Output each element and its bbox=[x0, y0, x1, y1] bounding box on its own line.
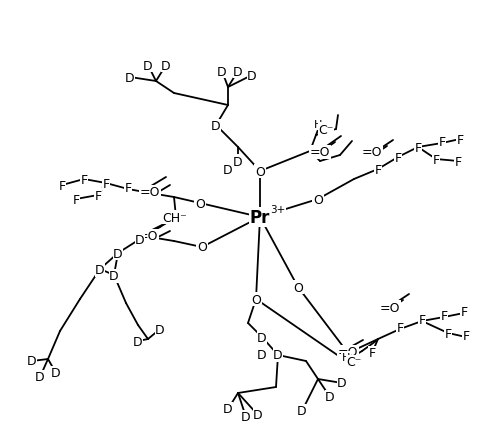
Text: F: F bbox=[456, 133, 464, 146]
Text: D: D bbox=[95, 264, 105, 277]
Text: O: O bbox=[197, 241, 207, 254]
Text: F: F bbox=[396, 322, 404, 335]
Text: D: D bbox=[125, 71, 135, 84]
Text: =O: =O bbox=[338, 346, 358, 359]
Text: O: O bbox=[195, 197, 205, 210]
Text: Pr: Pr bbox=[250, 208, 270, 226]
Text: D: D bbox=[257, 349, 267, 362]
Text: D: D bbox=[223, 403, 233, 416]
Text: D: D bbox=[233, 65, 243, 78]
Text: F: F bbox=[440, 310, 448, 323]
Text: =O: =O bbox=[138, 230, 158, 243]
Text: F: F bbox=[462, 330, 469, 343]
Text: CH⁻: CH⁻ bbox=[162, 211, 188, 224]
Text: C⁻: C⁻ bbox=[318, 123, 334, 136]
Text: F: F bbox=[438, 136, 446, 149]
Text: D: D bbox=[133, 335, 143, 348]
Text: D: D bbox=[109, 270, 119, 283]
Text: =O: =O bbox=[380, 301, 400, 314]
Text: F: F bbox=[418, 314, 426, 327]
Text: F: F bbox=[460, 306, 468, 319]
Text: F: F bbox=[80, 173, 87, 186]
Text: C⁻: C⁻ bbox=[346, 356, 362, 369]
Text: =O: =O bbox=[362, 146, 382, 159]
Text: H: H bbox=[314, 120, 322, 130]
Text: D: D bbox=[211, 120, 221, 133]
Text: D: D bbox=[297, 405, 307, 417]
Text: D: D bbox=[113, 247, 123, 260]
Text: O: O bbox=[251, 293, 261, 306]
Text: F: F bbox=[454, 155, 462, 168]
Text: D: D bbox=[143, 60, 153, 72]
Text: F: F bbox=[124, 182, 132, 195]
Text: F: F bbox=[374, 163, 382, 176]
Text: D: D bbox=[217, 65, 227, 78]
Text: D: D bbox=[273, 349, 283, 362]
Text: D: D bbox=[223, 164, 233, 177]
Text: D: D bbox=[337, 377, 347, 390]
Text: D: D bbox=[325, 391, 335, 403]
Text: D: D bbox=[35, 371, 45, 384]
Text: 3+: 3+ bbox=[270, 205, 285, 215]
Text: H: H bbox=[342, 352, 350, 362]
Text: F: F bbox=[444, 327, 452, 340]
Text: D: D bbox=[257, 331, 267, 344]
Text: =O: =O bbox=[140, 186, 160, 199]
Text: D: D bbox=[51, 367, 61, 380]
Text: D: D bbox=[241, 410, 251, 424]
Text: O: O bbox=[293, 281, 303, 294]
Text: D: D bbox=[247, 69, 257, 82]
Text: D: D bbox=[233, 155, 243, 168]
Text: F: F bbox=[58, 179, 66, 192]
Text: F: F bbox=[432, 153, 440, 166]
Text: D: D bbox=[135, 233, 145, 246]
Text: O: O bbox=[255, 165, 265, 178]
Text: D: D bbox=[27, 355, 37, 367]
Text: F: F bbox=[394, 151, 402, 164]
Text: F: F bbox=[72, 193, 80, 206]
Text: F: F bbox=[368, 347, 376, 360]
Text: D: D bbox=[253, 409, 263, 421]
Text: O: O bbox=[313, 193, 323, 206]
Text: D: D bbox=[161, 60, 171, 72]
Text: F: F bbox=[94, 189, 102, 202]
Text: D: D bbox=[155, 323, 165, 336]
Text: =O: =O bbox=[310, 146, 330, 159]
Text: F: F bbox=[102, 177, 110, 190]
Text: F: F bbox=[414, 141, 422, 154]
